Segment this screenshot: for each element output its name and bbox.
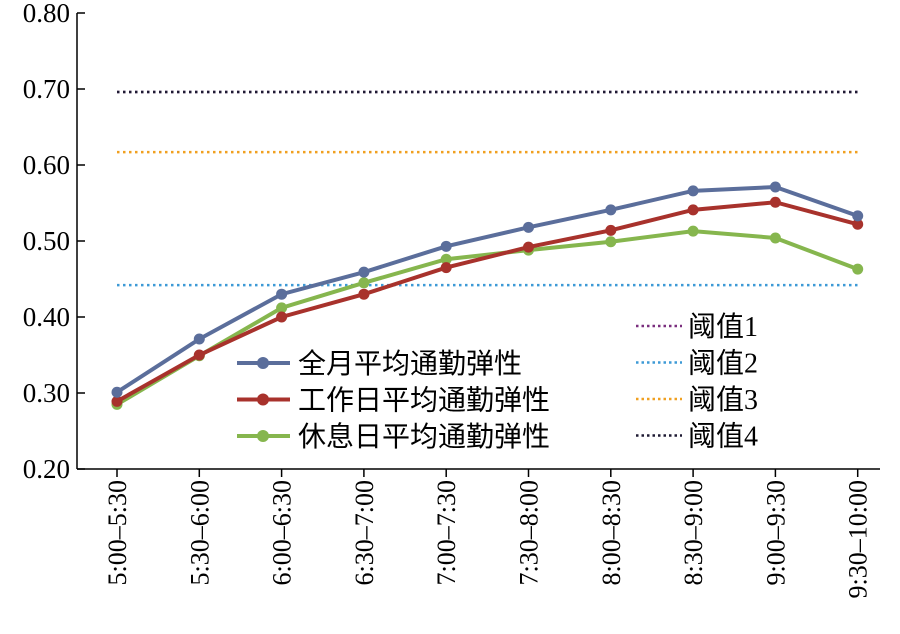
data-point	[852, 263, 864, 275]
data-point	[111, 395, 123, 407]
data-point	[769, 181, 781, 193]
legend-label: 工作日平均通勤弹性	[298, 385, 550, 417]
data-point	[687, 185, 699, 197]
legend-marker	[257, 393, 269, 406]
legend-threshold-label: 阈值4	[688, 421, 758, 453]
data-point	[276, 311, 288, 323]
data-point	[523, 241, 534, 253]
data-point	[605, 224, 617, 236]
legend-threshold-label: 阈值1	[688, 311, 758, 343]
legend-marker	[257, 357, 269, 369]
data-point	[440, 240, 452, 252]
x-tick-label: 6:00–6:30	[268, 480, 297, 585]
x-tick-label: 7:00–7:30	[432, 480, 461, 585]
data-point	[852, 218, 864, 230]
data-point	[193, 349, 205, 361]
data-point	[440, 253, 452, 265]
data-point	[358, 288, 370, 300]
data-point	[687, 225, 699, 237]
data-point	[193, 333, 205, 345]
data-point	[605, 204, 617, 216]
x-tick-label: 8:00–8:30	[597, 480, 626, 585]
series-line-2	[116, 200, 859, 404]
data-point	[276, 288, 288, 300]
data-point	[276, 302, 288, 314]
legend-threshold-label: 阈值3	[688, 384, 758, 416]
x-tick-label: 6:30–7:00	[350, 480, 379, 585]
data-point	[440, 262, 452, 274]
y-tick-label: 0.40	[23, 302, 70, 332]
legend-threshold-label: 阈值2	[688, 348, 758, 380]
x-tick-label: 5:00–5:30	[103, 480, 132, 585]
series-line-3	[115, 229, 859, 407]
series-line-1	[115, 185, 859, 394]
data-point	[852, 210, 864, 222]
data-point	[769, 232, 781, 244]
data-point	[769, 196, 781, 208]
x-tick-label: 5:30–6:00	[185, 480, 214, 585]
x-tick-label: 9:30–10:00	[844, 480, 873, 598]
y-tick-label: 0.20	[23, 454, 70, 484]
legend-label: 全月平均通勤弹性	[298, 348, 522, 380]
data-point	[605, 236, 617, 248]
legend-label: 休息日平均通勤弹性	[298, 421, 550, 453]
y-tick-label: 0.50	[23, 226, 70, 256]
x-tick-label: 7:30–8:00	[515, 480, 544, 585]
y-tick-label: 0.60	[23, 150, 70, 180]
data-point	[523, 221, 534, 233]
series-lines	[111, 181, 864, 410]
x-tick-label: 9:00–9:30	[761, 480, 790, 585]
data-point	[111, 386, 123, 398]
data-point	[358, 277, 370, 289]
y-tick-label: 0.70	[23, 74, 70, 104]
data-point	[687, 204, 699, 216]
x-tick-label: 8:30–9:00	[679, 480, 708, 585]
y-ticks: 0.20 0.30 0.40 0.50 0.60 0.70 0.80	[23, 0, 85, 484]
data-point	[358, 266, 370, 278]
y-tick-label: 0.80	[23, 0, 70, 28]
x-ticks: 5:00–5:30 5:30–6:00 6:00–6:30 6:30–7:00 7:00…	[103, 469, 873, 598]
legend-marker	[257, 430, 269, 442]
y-tick-label: 0.30	[23, 378, 70, 408]
